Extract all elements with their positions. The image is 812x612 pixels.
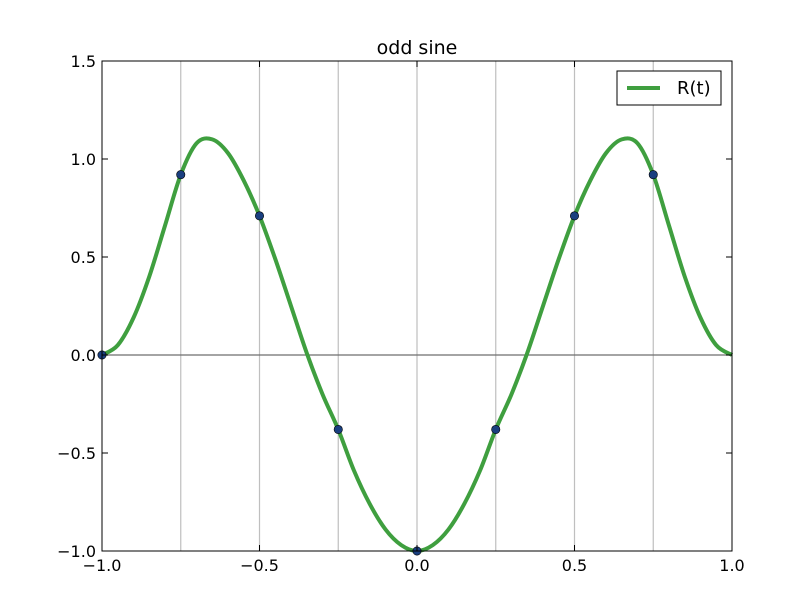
x-tick-label: 0.5 — [562, 556, 587, 575]
y-tick-label: 1.0 — [71, 150, 96, 169]
data-point-marker — [569, 211, 579, 221]
y-tick-label: −1.0 — [57, 542, 96, 561]
y-tick-label: 1.5 — [71, 52, 96, 71]
x-tick-label: 1.0 — [719, 556, 744, 575]
x-tick-label: −0.5 — [240, 556, 279, 575]
y-tick-label: −0.5 — [57, 444, 96, 463]
tick-layer: −1.0 −0.5 0.0 0.5 1.0 −1.0 −0.5 0.0 0.5 1.0 1.5 — [57, 52, 745, 575]
y-tick-label: 0.0 — [71, 346, 96, 365]
data-point-marker — [648, 170, 658, 180]
y-tick-label: 0.5 — [71, 248, 96, 267]
data-point-marker — [255, 211, 265, 221]
data-point-marker — [491, 424, 501, 434]
marker-layer — [97, 170, 658, 556]
legend: R(t) — [616, 70, 722, 106]
x-tick-label: 0.0 — [404, 556, 429, 575]
grid-layer — [180, 61, 654, 551]
data-point-marker — [333, 424, 343, 434]
data-point-marker — [176, 170, 186, 180]
legend-label: R(t) — [677, 78, 711, 99]
x-tick-label: −1.0 — [83, 556, 122, 575]
chart-title: odd sine — [377, 37, 458, 59]
